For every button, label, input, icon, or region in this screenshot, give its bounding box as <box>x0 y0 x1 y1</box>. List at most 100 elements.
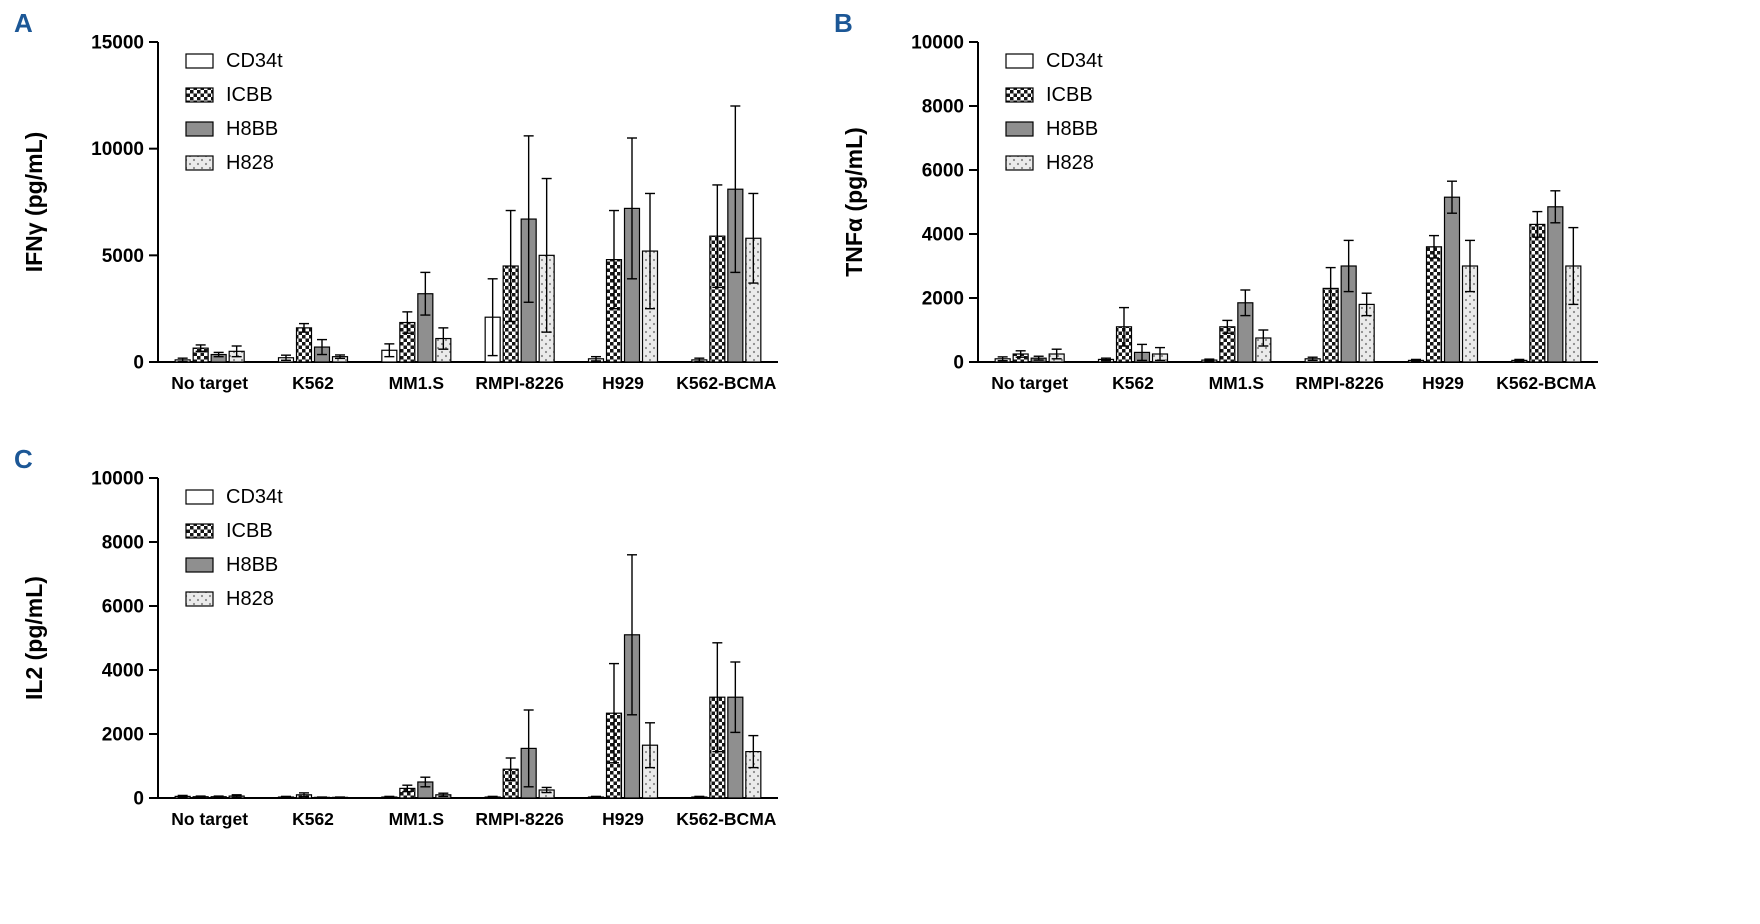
legend-label-H8BB: H8BB <box>1046 118 1098 140</box>
error-bar <box>645 722 655 769</box>
error-bar <box>505 757 516 782</box>
y-axis-title: IFNγ (pg/mL) <box>21 132 47 273</box>
legend-swatch-ICBB <box>1005 87 1034 103</box>
error-bar <box>1101 357 1111 362</box>
legend-swatch-CD34t <box>1005 53 1034 69</box>
error-bar <box>384 343 395 358</box>
y-tick-label: 2000 <box>922 289 964 310</box>
x-category-label: H929 <box>1422 373 1464 393</box>
panel-B: B 0 2000 4000 6000 8000 10000 TNFα (pg/mL) No t… <box>828 6 1628 438</box>
y-tick-label: 15000 <box>91 33 144 54</box>
legend-swatch-H828 <box>185 155 214 171</box>
x-category-label: H929 <box>602 373 644 393</box>
x-category-label: MM1.S <box>389 809 444 829</box>
error-bar <box>1240 289 1251 317</box>
x-category-label: MM1.S <box>389 373 444 393</box>
error-bar <box>195 344 206 353</box>
y-tick-label: 0 <box>133 789 144 810</box>
error-bar <box>645 192 655 310</box>
error-bar <box>748 192 759 284</box>
axes <box>157 478 778 799</box>
chart-svg-C: 0 2000 4000 6000 8000 10000 IL2 (pg/mL) No targ… <box>21 469 778 829</box>
error-bar <box>1325 266 1336 310</box>
error-bar <box>487 795 498 799</box>
legend-swatch-CD34t <box>185 53 214 69</box>
x-category-label: K562-BCMA <box>676 373 777 393</box>
error-bar <box>335 796 345 799</box>
x-category-label: RMPI-8226 <box>1295 373 1384 393</box>
error-bar <box>317 338 327 356</box>
error-bar <box>591 795 601 799</box>
error-bar <box>1361 292 1372 317</box>
error-bar <box>1258 329 1269 347</box>
error-bar <box>748 734 759 769</box>
error-bar <box>541 786 552 794</box>
error-bar <box>1465 239 1475 293</box>
chart-svg-B: 0 2000 4000 6000 8000 10000 TNFα (pg/mL) No tar… <box>841 33 1598 393</box>
x-category-label: No target <box>171 809 248 829</box>
legend-swatch-ICBB <box>185 87 214 103</box>
error-bar <box>1429 234 1439 259</box>
y-tick-label: 6000 <box>922 161 964 182</box>
legend-swatch-H828 <box>1005 155 1034 171</box>
bar-ICBB-K562-BCMA <box>1529 223 1546 363</box>
legend-swatch-H828 <box>185 591 214 607</box>
error-bar <box>609 662 619 764</box>
bar-ICBB-H929 <box>1425 246 1443 363</box>
y-tick-label: 6000 <box>102 597 144 618</box>
x-category-label: H929 <box>602 809 644 829</box>
bar-H8BB-K562-BCMA <box>1547 206 1564 363</box>
y-tick-label: 0 <box>133 353 144 374</box>
error-bar <box>1550 190 1561 224</box>
x-category-label: RMPI-8226 <box>475 373 564 393</box>
error-bar <box>1015 350 1026 358</box>
chart-il2: 0 2000 4000 6000 8000 10000 IL2 (pg/mL) No targ… <box>8 442 808 874</box>
panel-letter-B: B <box>834 8 853 38</box>
error-bar <box>1155 346 1165 362</box>
legend-label-H828: H828 <box>226 588 274 610</box>
legend-label-H8BB: H8BB <box>226 554 278 576</box>
y-tick-label: 10000 <box>91 139 144 160</box>
legend-swatch-H8BB <box>185 557 214 573</box>
panel-C: C 0 2000 4000 6000 8000 10000 IL2 (pg/mL) No ta… <box>8 442 808 874</box>
legend-label-CD34t: CD34t <box>1046 50 1103 72</box>
legend-label-H8BB: H8BB <box>226 118 278 140</box>
error-bar <box>712 642 723 753</box>
error-bar <box>420 271 431 316</box>
y-tick-label: 0 <box>953 353 964 374</box>
chart-tnfa: 0 2000 4000 6000 8000 10000 TNFα (pg/mL) No tar… <box>828 6 1628 438</box>
error-bar <box>694 795 705 799</box>
x-category-label: K562-BCMA <box>676 809 777 829</box>
x-category-label: No target <box>171 373 248 393</box>
legend-label-CD34t: CD34t <box>226 486 283 508</box>
panel-letter-A: A <box>14 8 33 38</box>
error-bar <box>505 209 516 323</box>
error-bar <box>1307 356 1318 362</box>
y-axis-title: IL2 (pg/mL) <box>21 576 47 700</box>
error-bar <box>591 355 601 362</box>
y-tick-label: 8000 <box>102 533 144 554</box>
legend-swatch-H8BB <box>185 121 214 137</box>
bar-ICBB-K562 <box>295 327 313 363</box>
legend-label-ICBB: ICBB <box>1046 84 1093 106</box>
error-bar <box>1222 319 1233 334</box>
error-bar <box>694 357 705 363</box>
x-category-label: K562 <box>1112 373 1154 393</box>
error-bar <box>1051 348 1062 360</box>
error-bar <box>730 661 741 734</box>
error-bar <box>402 784 413 793</box>
panel-letter-C: C <box>14 444 33 474</box>
axes <box>157 42 778 363</box>
error-bar <box>627 554 637 716</box>
error-bar <box>177 357 188 363</box>
error-bar <box>730 105 741 274</box>
error-bar <box>402 311 413 334</box>
y-tick-label: 4000 <box>102 661 144 682</box>
legend-label-ICBB: ICBB <box>226 520 273 542</box>
x-category-label: MM1.S <box>1209 373 1264 393</box>
error-bar <box>299 792 309 798</box>
legend-swatch-ICBB <box>185 523 214 539</box>
legend: CD34t ICBB H8BB H828 <box>185 486 283 610</box>
legend-label-ICBB: ICBB <box>226 84 273 106</box>
